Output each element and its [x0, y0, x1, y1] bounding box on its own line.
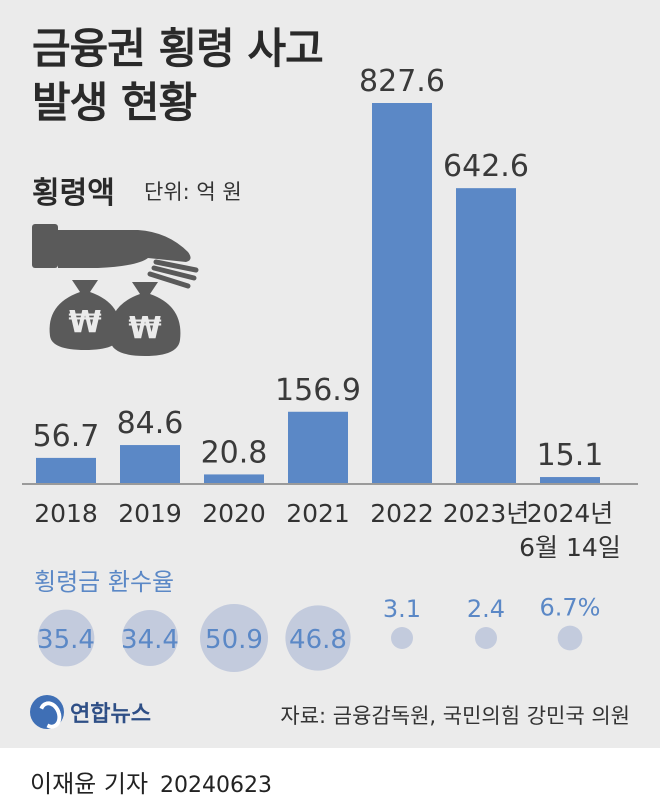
- bar-value-label: 156.9: [275, 373, 361, 408]
- currency-symbol: ₩: [68, 305, 101, 340]
- bar-value-label: 84.6: [117, 406, 184, 441]
- bar-2019: [120, 445, 180, 484]
- bar-2023년: [456, 188, 516, 484]
- recovery-rate-label: 46.8: [289, 625, 347, 655]
- recovery-rate-circle: [37, 609, 95, 667]
- x-tick-label: 2021: [286, 499, 350, 528]
- amount-label: 횡령액: [32, 176, 115, 211]
- money-bag-icon: ₩: [49, 280, 121, 350]
- title-line-2: 발생 현황: [32, 78, 197, 127]
- recovery-rate-circle: [122, 610, 178, 666]
- recovery-rate-title: 횡령금 환수율: [34, 568, 175, 596]
- hand-over-money-bags-icon: ₩ ₩: [32, 224, 199, 356]
- x-tick-label: 2022: [370, 499, 434, 528]
- x-tick-label: 2023년: [443, 499, 530, 528]
- bar-2024년 6월 14일: [540, 477, 600, 484]
- recovery-rate-label: 35.4: [37, 625, 95, 655]
- recovery-rate-label: 2.4: [467, 595, 505, 623]
- unit-label: 단위: 억 원: [144, 180, 242, 204]
- source-note: 자료: 금융감독원, 국민의힘 강민국 의원: [280, 704, 630, 728]
- recovery-rate-circle: [200, 604, 268, 672]
- byline: 이재윤 기자 20240623: [30, 764, 272, 799]
- recovery-rate-circle: [557, 625, 583, 651]
- recovery-rate-circle: [391, 627, 413, 649]
- page-title: 금융권 횡령 사고 발생 현황: [32, 22, 324, 130]
- money-bag-icon: ₩: [109, 282, 181, 356]
- bar-2021: [288, 411, 348, 484]
- bar-value-label: 20.8: [201, 435, 268, 470]
- recovery-rate-label: 3.1: [383, 595, 421, 623]
- bar-value-label: 56.7: [33, 419, 100, 454]
- yonhap-logo-icon: [30, 695, 64, 729]
- x-tick-label: 2024년 6월 14일: [519, 499, 621, 562]
- recovery-rate-label: 50.9: [205, 625, 263, 655]
- bar-value-label: 15.1: [537, 438, 604, 473]
- x-tick-label: 2019: [118, 499, 182, 528]
- logo-text: 연합뉴스: [70, 702, 151, 727]
- yonhap-logo: 연합뉴스: [30, 692, 151, 732]
- recovery-rate-circle: [475, 627, 497, 649]
- recovery-rate-label: 34.4: [121, 625, 179, 655]
- byline-date: 20240623: [160, 773, 273, 798]
- x-tick-label: 2020: [202, 499, 266, 528]
- bar-2018: [36, 457, 96, 484]
- bar-value-label: 827.6: [359, 64, 445, 99]
- bar-value-label: 642.6: [443, 149, 529, 184]
- bar-2022: [372, 103, 432, 484]
- title-line-1: 금융권 횡령 사고: [32, 24, 324, 73]
- recovery-rate-label: 6.7%: [540, 594, 601, 622]
- bar-2020: [204, 474, 264, 484]
- recovery-rate-circle: [285, 605, 351, 671]
- currency-symbol: ₩: [128, 311, 161, 346]
- x-tick-label: 2018: [34, 499, 98, 528]
- byline-author: 이재윤 기자: [30, 770, 149, 798]
